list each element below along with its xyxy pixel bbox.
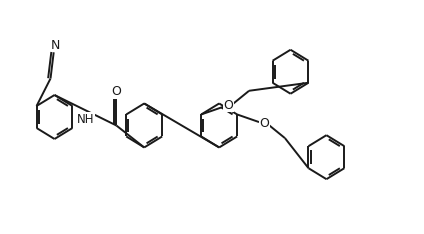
Text: O: O bbox=[223, 99, 233, 112]
Text: NH: NH bbox=[77, 113, 94, 126]
Text: O: O bbox=[259, 117, 269, 130]
Text: O: O bbox=[112, 85, 121, 98]
Text: N: N bbox=[50, 39, 60, 52]
